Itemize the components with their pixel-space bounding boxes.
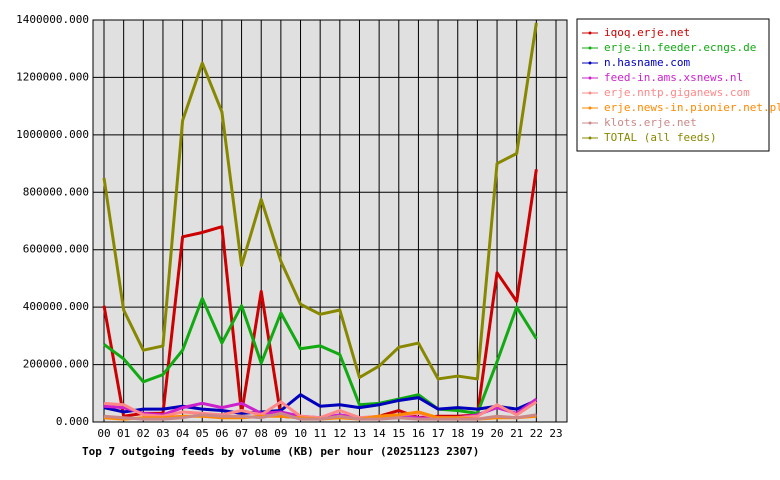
x-tick-label: 10 bbox=[294, 427, 307, 440]
y-tick-label: 400000.000 bbox=[23, 300, 89, 313]
x-tick-label: 21 bbox=[510, 427, 523, 440]
x-tick-label: 16 bbox=[412, 427, 425, 440]
x-tick-label: 22 bbox=[530, 427, 543, 440]
legend-dot bbox=[588, 61, 592, 65]
legend-label: erje.nntp.giganews.com bbox=[604, 86, 750, 99]
x-tick-label: 05 bbox=[196, 427, 209, 440]
x-tick-label: 06 bbox=[215, 427, 228, 440]
y-tick-label: 200000.000 bbox=[23, 358, 89, 371]
y-tick-label: 1000000.000 bbox=[16, 128, 89, 141]
x-tick-label: 02 bbox=[137, 427, 150, 440]
x-tick-label: 09 bbox=[274, 427, 287, 440]
legend-dot bbox=[588, 46, 592, 50]
x-tick-label: 23 bbox=[549, 427, 562, 440]
legend-dot bbox=[588, 121, 592, 125]
x-tick-label: 08 bbox=[255, 427, 268, 440]
x-tick-label: 18 bbox=[451, 427, 464, 440]
x-tick-label: 03 bbox=[156, 427, 169, 440]
plot-border bbox=[92, 19, 568, 423]
legend-dot bbox=[588, 136, 592, 140]
legend-label: erje-in.feeder.ecngs.de bbox=[604, 41, 756, 54]
x-tick-label: 15 bbox=[392, 427, 405, 440]
legend-dot bbox=[588, 91, 592, 95]
series-line bbox=[103, 411, 537, 421]
legend-label: feed-in.ams.xsnews.nl bbox=[604, 71, 743, 84]
y-tick-label: 0.000 bbox=[56, 415, 89, 428]
legend-label: klots.erje.net bbox=[604, 116, 697, 129]
x-tick-label: 00 bbox=[97, 427, 110, 440]
x-tick-label: 01 bbox=[117, 427, 130, 440]
y-tick-label: 1200000.000 bbox=[16, 70, 89, 83]
legend-box bbox=[576, 18, 770, 152]
x-tick-label: 14 bbox=[373, 427, 387, 440]
legend-label: n.hasname.com bbox=[604, 56, 690, 69]
legend-label: erje.news-in.pionier.net.pl bbox=[604, 101, 780, 114]
x-tick-label: 04 bbox=[176, 427, 190, 440]
legend-label: iqoq.erje.net bbox=[604, 26, 690, 39]
series-line bbox=[102, 22, 538, 381]
x-tick-label: 17 bbox=[431, 427, 444, 440]
legend-dot bbox=[588, 106, 592, 110]
x-tick-label: 07 bbox=[235, 427, 248, 440]
x-tick-label: 11 bbox=[314, 427, 327, 440]
y-tick-label: 600000.000 bbox=[23, 243, 89, 256]
legend-dot bbox=[588, 76, 592, 80]
series-line bbox=[103, 393, 537, 415]
x-tick-label: 12 bbox=[333, 427, 346, 440]
chart-title: Top 7 outgoing feeds by volume (KB) per … bbox=[82, 445, 479, 458]
x-tick-label: 19 bbox=[471, 427, 484, 440]
series-line bbox=[103, 297, 538, 415]
plot-area bbox=[93, 20, 567, 422]
y-tick-label: 800000.000 bbox=[23, 185, 89, 198]
legend-dot bbox=[588, 31, 592, 35]
legend-label: TOTAL (all feeds) bbox=[604, 131, 717, 144]
x-tick-label: 20 bbox=[490, 427, 503, 440]
y-tick-label: 1400000.000 bbox=[16, 13, 89, 26]
x-tick-label: 13 bbox=[353, 427, 366, 440]
